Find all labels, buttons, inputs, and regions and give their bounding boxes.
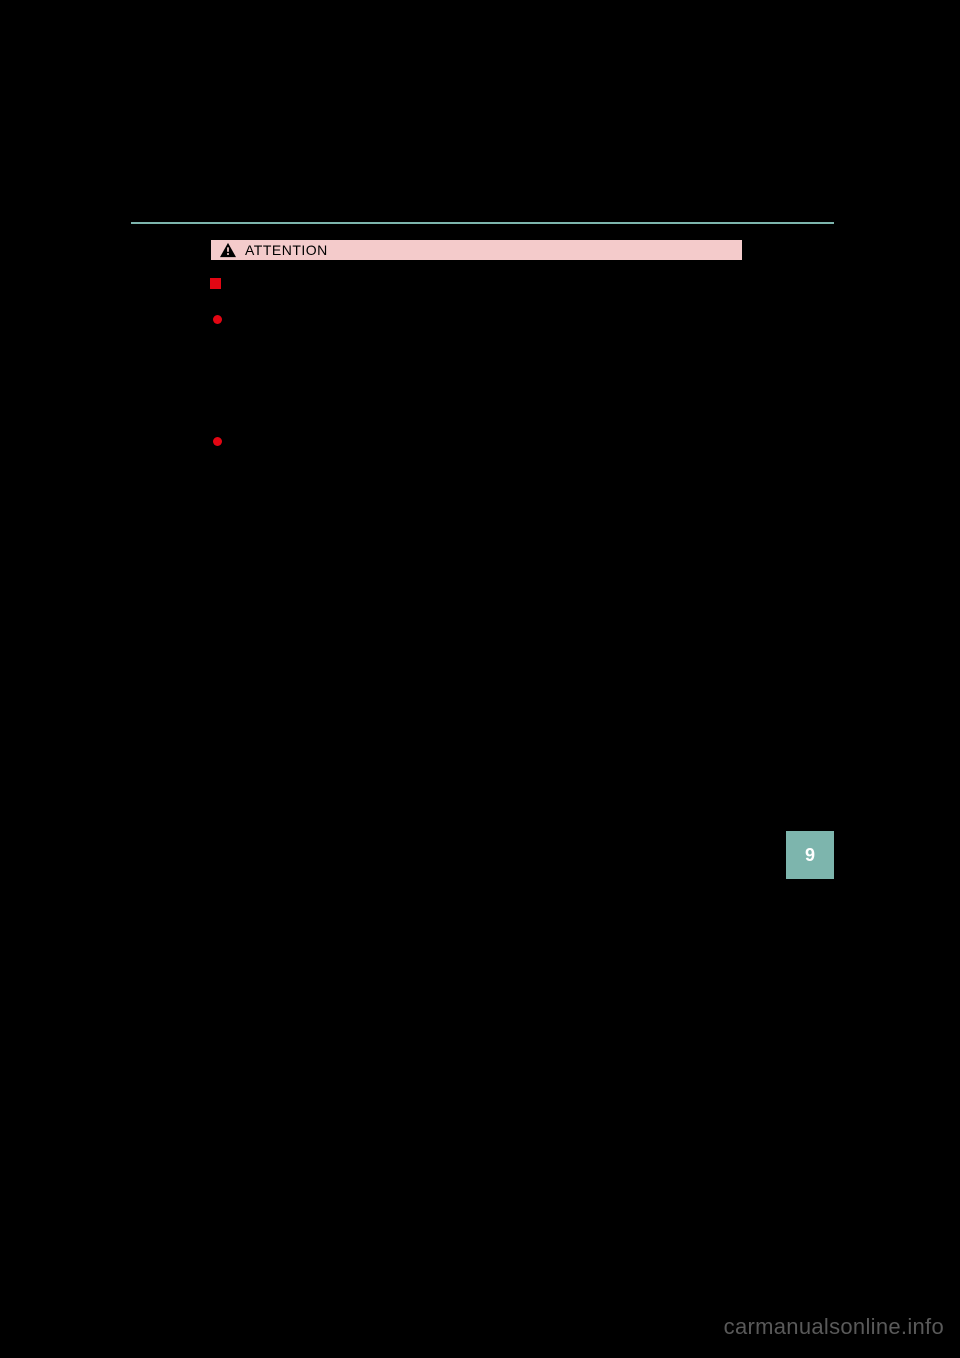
content-heading: Pendant la personnalisation bbox=[210, 273, 743, 295]
warning-triangle-icon bbox=[219, 242, 237, 258]
bullet-item-1: Le moteur devant être en marche pendant … bbox=[210, 309, 743, 417]
attention-box: ATTENTION bbox=[210, 239, 743, 261]
chapter-number: 9 bbox=[805, 845, 815, 866]
chapter-tab: 9 bbox=[786, 831, 834, 879]
bullet-text: Pendant la personnalisation, assurez-vou… bbox=[230, 433, 737, 471]
heading-text: Pendant la personnalisation bbox=[227, 275, 400, 291]
watermark: carmanualsonline.info bbox=[724, 1314, 944, 1340]
bullet-text: Le moteur devant être en marche pendant … bbox=[230, 311, 735, 414]
chapter-label: Caractéristiques du véhicule bbox=[629, 846, 780, 860]
attention-label: ATTENTION bbox=[245, 242, 328, 258]
page-number: 697 bbox=[131, 178, 158, 196]
manual-code: RC350/300/200t_OM_OM24748D_(D) bbox=[131, 1178, 319, 1190]
bullet-item-2: Pendant la personnalisation, assurez-vou… bbox=[210, 431, 743, 474]
header-rule bbox=[131, 222, 834, 224]
content-area: Pendant la personnalisation Le moteur de… bbox=[210, 273, 743, 489]
section-title: 9-2. Personnalisation bbox=[702, 178, 834, 194]
red-square-icon bbox=[210, 278, 221, 289]
red-bullet-icon bbox=[213, 437, 222, 446]
page-header: 697 9-2. Personnalisation bbox=[131, 178, 834, 196]
red-bullet-icon bbox=[213, 315, 222, 324]
